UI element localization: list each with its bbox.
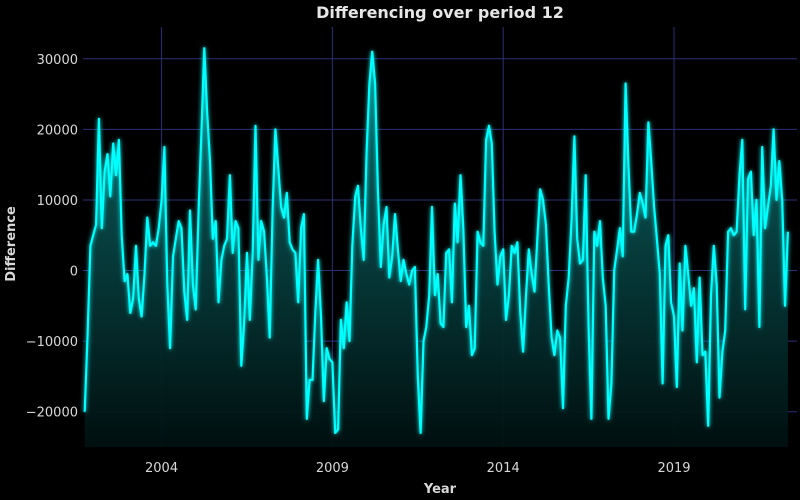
x-tick-label: 2009 (316, 461, 349, 476)
y-tick-labels: −20000 −10000 0 10000 20000 30000 (26, 53, 78, 421)
y-tick-label: 0 (70, 265, 78, 280)
y-tick-label: 20000 (37, 123, 78, 138)
x-tick-label: 2014 (487, 461, 520, 476)
series-area-fill (84, 48, 788, 447)
x-tick-label: 2019 (657, 461, 690, 476)
series-line (83, 47, 789, 434)
y-axis-label: Difference (4, 206, 19, 282)
x-axis-label: Year (423, 482, 457, 497)
x-tick-label: 2004 (145, 461, 178, 476)
y-tick-label: 10000 (37, 194, 78, 209)
y-tick-label: −10000 (26, 335, 78, 350)
y-tick-label: −20000 (26, 406, 78, 421)
y-tick-label: 30000 (37, 53, 78, 68)
x-tick-labels: 2004 2009 2014 2019 (145, 461, 691, 476)
chart-title: Differencing over period 12 (316, 3, 564, 22)
